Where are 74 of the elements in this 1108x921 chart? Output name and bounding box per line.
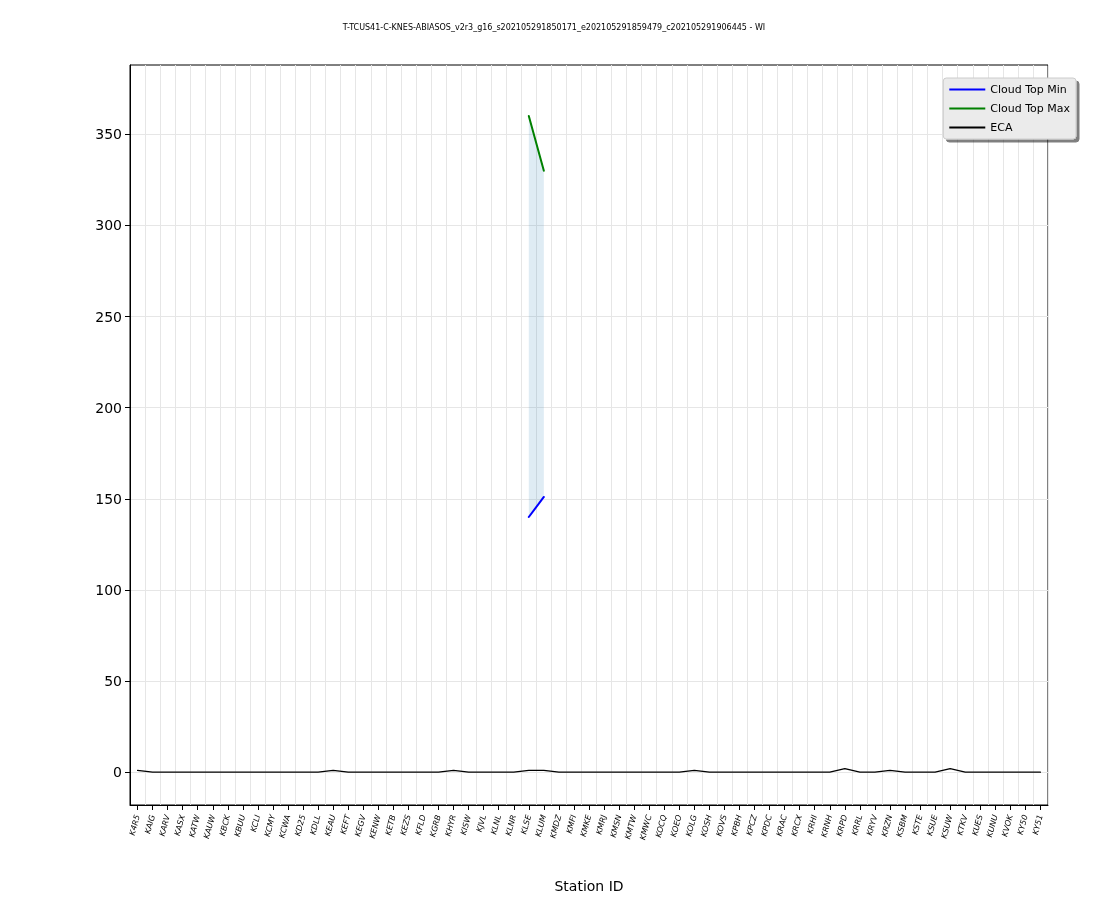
x-tick-label: KCLI	[249, 813, 263, 834]
x-tick-label: KRZN	[879, 813, 895, 838]
x-tick-label: KRAC	[774, 813, 790, 838]
x-tick-label: KEGV	[353, 813, 368, 838]
y-tick-label: 250	[95, 308, 122, 325]
legend-label: Cloud Top Min	[990, 83, 1067, 96]
x-tick-label: KY51	[1030, 813, 1045, 836]
x-tick-label: KETB	[383, 813, 398, 837]
x-tick-label: KBUU	[232, 813, 248, 838]
x-tick-label: KAUW	[202, 812, 218, 840]
x-tick-label: KY50	[1015, 813, 1030, 836]
x-tick-label: KASX	[172, 813, 188, 837]
x-tick-label: KDLL	[308, 813, 323, 836]
y-tick-label: 350	[95, 126, 122, 143]
x-tick-label: KTKV	[955, 813, 970, 837]
x-tick-label: KENW	[367, 812, 383, 840]
x-tick-label: KMWC	[638, 813, 654, 841]
x-tick-label: KCMY	[262, 812, 278, 838]
x-tick-label: KARV	[157, 813, 173, 838]
x-tick-label: KRNH	[819, 813, 835, 839]
x-tick-label: KSUW	[939, 812, 955, 840]
x-tick-label: KRPD	[834, 813, 850, 838]
x-tick-label: KCWA	[277, 813, 293, 839]
x-tick-label: KRCX	[789, 813, 805, 838]
y-tick-label: 300	[95, 217, 122, 234]
x-tick-label: KMSN	[608, 813, 624, 839]
chart-title: T-TCUS41-C-KNES-ABIASOS_v2r3_g16_s202105291850171_e202105291859479_c202105291906445 - WI	[341, 22, 766, 32]
x-tick-label: KMFI	[564, 813, 579, 835]
x-tick-label: KOSH	[699, 813, 714, 838]
y-tick-label: 100	[95, 581, 122, 598]
x-tick-label: KUNU	[985, 813, 1000, 839]
x-tick-label: KISW	[458, 812, 474, 837]
x-tick-label: KOCQ	[653, 813, 669, 839]
x-tick-label: KRRL	[850, 813, 865, 837]
x-tick-label: KMKE	[578, 812, 594, 838]
x-tick-label: KUES	[970, 813, 985, 837]
x-tick-label: KOLG	[684, 813, 699, 838]
x-axis-title: Station ID	[554, 878, 624, 894]
y-tick-label: 0	[113, 764, 122, 781]
x-tick-label: KPDC	[759, 813, 775, 838]
x-tick-label: KOEO	[669, 813, 684, 839]
x-tick-label: K4R5	[127, 813, 142, 837]
x-tick-label: KRHI	[805, 813, 820, 835]
x-tick-label: KOVS	[714, 813, 729, 838]
legend-label: Cloud Top Max	[990, 102, 1071, 115]
x-tick-label: KGRB	[428, 813, 443, 838]
x-tick-label: KAIG	[143, 813, 157, 835]
x-tick-label: KVOK	[1000, 813, 1015, 838]
y-tick-label: 200	[95, 399, 122, 416]
x-tick-label: KSBM	[894, 813, 910, 839]
x-tick-label: KHYR	[443, 813, 458, 838]
x-tick-label: KSUE	[925, 812, 940, 837]
x-tick-label: KJVL	[474, 813, 488, 834]
x-tick-label: KATW	[187, 812, 203, 839]
x-tick-label: KEFT	[338, 812, 353, 836]
x-tick-label: KBCK	[217, 813, 233, 838]
x-tick-label: KFLD	[413, 813, 428, 836]
x-tick-label: KPCZ	[744, 813, 760, 837]
x-tick-label: KLUM	[533, 813, 549, 838]
x-tick-label: KPBH	[729, 813, 744, 838]
x-tick-label: KMDZ	[548, 813, 564, 840]
y-tick-label: 50	[104, 673, 122, 690]
x-tick-label: KLNR	[503, 813, 519, 837]
x-tick-label: KRYV	[865, 813, 880, 837]
legend-label: ECA	[990, 121, 1013, 134]
x-tick-label: KEAU	[323, 813, 338, 838]
x-tick-label: KSTE	[910, 812, 925, 836]
x-tick-label: KLNL	[489, 813, 504, 836]
x-tick-label: KMRJ	[594, 813, 609, 836]
y-tick-label: 150	[95, 490, 122, 507]
x-tick-label: KD25	[293, 813, 308, 838]
x-tick-label: KMTW	[623, 812, 639, 841]
x-tick-label: KLSE	[519, 812, 534, 836]
x-tick-label: KEZS	[398, 813, 413, 837]
